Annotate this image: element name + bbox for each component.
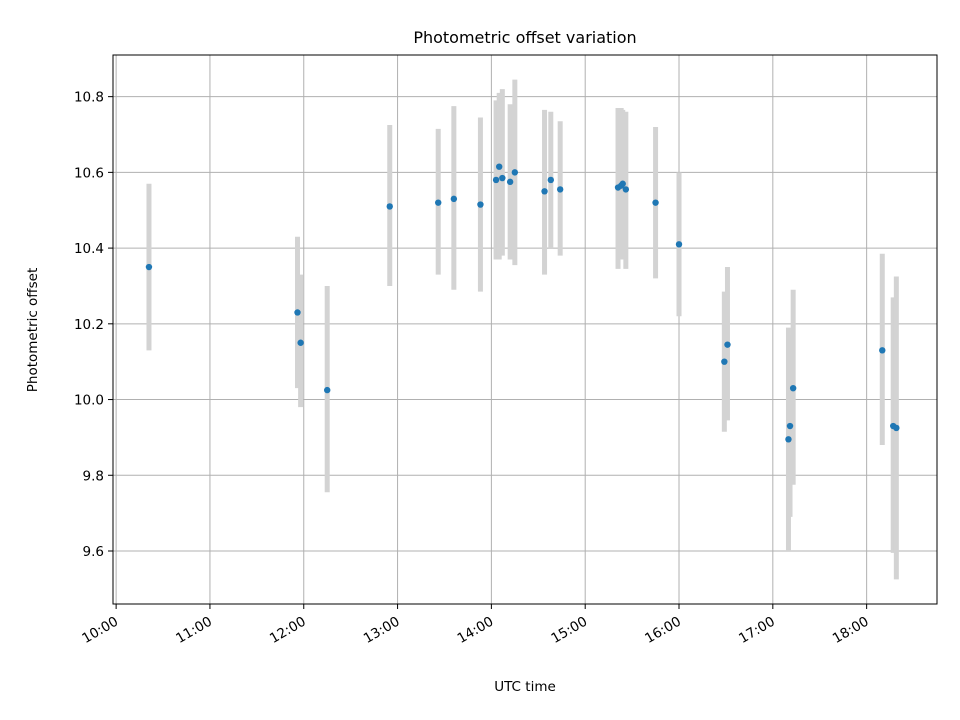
data-point — [450, 195, 458, 203]
data-point — [652, 199, 659, 206]
data-point — [622, 186, 630, 193]
y-tick-label: 10.0 — [74, 393, 104, 409]
y-tick-label: 9.8 — [83, 468, 104, 484]
data-point — [435, 199, 442, 206]
data-point — [556, 186, 564, 193]
y-tick-label: 10.2 — [74, 317, 104, 333]
data-point — [145, 263, 153, 271]
data-point — [893, 424, 900, 432]
data-point — [785, 436, 792, 443]
y-tick-label: 9.6 — [83, 544, 104, 560]
data-point — [386, 203, 393, 210]
y-tick-label: 10.4 — [74, 241, 104, 257]
x-axis-label: UTC time — [494, 679, 556, 695]
y-tick-label: 10.8 — [74, 90, 104, 106]
data-point — [511, 169, 519, 176]
data-point — [499, 174, 506, 182]
data-point — [294, 309, 301, 316]
data-point — [675, 241, 683, 248]
data-point — [492, 176, 500, 184]
y-axis-ticks: 9.6 9.8 10.0 10.2 10.4 10.6 10.8 — [74, 90, 113, 560]
data-point — [324, 386, 331, 394]
chart-title: Photometric offset variation — [413, 28, 636, 47]
data-point — [786, 422, 794, 430]
data-point — [496, 163, 503, 170]
y-axis-label: Photometric offset — [25, 268, 41, 392]
data-point — [297, 339, 304, 346]
data-point — [724, 341, 731, 348]
data-point — [879, 347, 886, 354]
grid — [113, 55, 937, 604]
plot-frame — [112, 54, 938, 605]
data-point — [619, 180, 626, 187]
data-point — [541, 188, 548, 195]
data-points — [145, 163, 900, 443]
data-point — [506, 178, 514, 186]
data-point — [547, 176, 554, 184]
data-point — [721, 358, 728, 365]
data-point — [477, 201, 484, 208]
data-point — [789, 384, 797, 392]
y-tick-label: 10.6 — [74, 165, 104, 181]
